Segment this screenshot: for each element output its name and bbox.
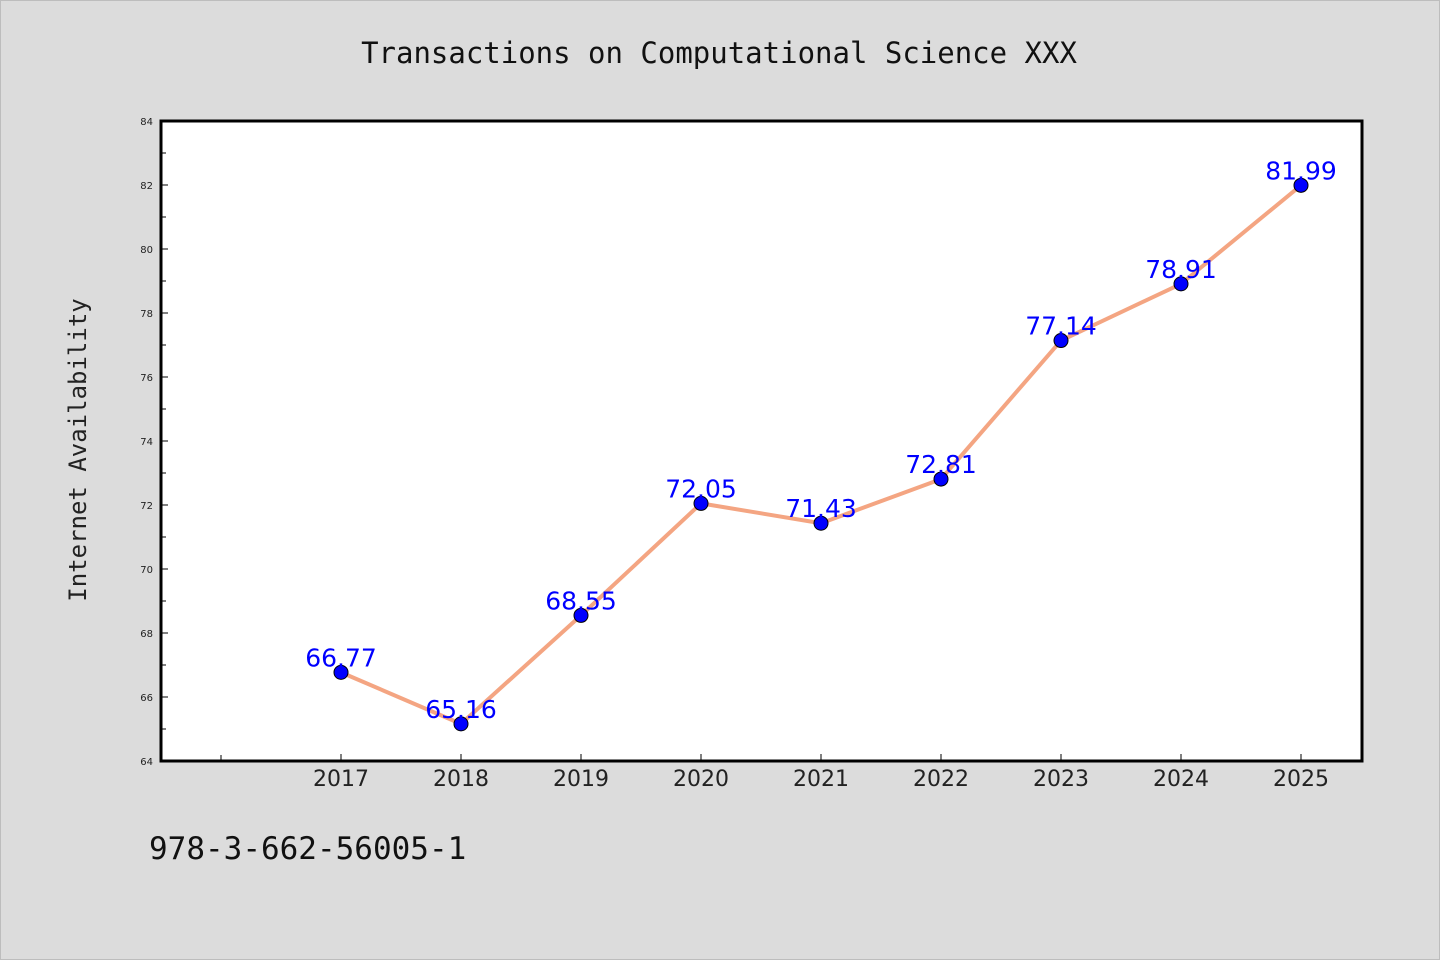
data-label: 81.99 bbox=[1265, 156, 1337, 185]
data-point bbox=[573, 607, 589, 623]
x-tick-label: 2020 bbox=[673, 767, 729, 792]
y-tick-label: 84 bbox=[140, 117, 153, 128]
x-tick-label: 2024 bbox=[1153, 767, 1209, 792]
data-labels: 66.77 65.16 68.55 72.05 71.43 72.81 77.14 78.91… bbox=[305, 156, 1337, 724]
x-tick-label: 2019 bbox=[553, 767, 609, 792]
data-point bbox=[453, 716, 469, 732]
x-tick-label: 2018 bbox=[433, 767, 489, 792]
data-label: 78.91 bbox=[1145, 255, 1217, 284]
data-label: 65.16 bbox=[425, 695, 497, 724]
x-tick-label: 2025 bbox=[1273, 767, 1329, 792]
y-tick-label: 70 bbox=[140, 565, 153, 576]
data-point bbox=[1053, 333, 1069, 349]
x-tick-label: 2017 bbox=[313, 767, 369, 792]
data-point bbox=[813, 515, 829, 531]
y-tick-label: 80 bbox=[140, 245, 153, 256]
y-tick-label: 74 bbox=[140, 437, 153, 448]
data-label: 71.43 bbox=[785, 494, 857, 523]
y-tick-label: 76 bbox=[140, 373, 153, 384]
y-tick-label: 66 bbox=[140, 693, 153, 704]
y-tick-label: 72 bbox=[140, 501, 153, 512]
data-label: 77.14 bbox=[1025, 312, 1097, 341]
plot-area bbox=[159, 119, 1364, 763]
x-tick-label: 2023 bbox=[1033, 767, 1089, 792]
x-axis-ticks: 2017 2018 2019 2020 2021 2022 2023 2024 2025 bbox=[220, 754, 1329, 792]
y-tick-label: 78 bbox=[140, 309, 153, 320]
chart-title: Transactions on Computational Science XX… bbox=[361, 36, 1077, 70]
data-point bbox=[333, 664, 349, 680]
y-axis-label: Internet Availability bbox=[64, 298, 92, 601]
data-label: 72.81 bbox=[905, 450, 977, 479]
data-point bbox=[693, 495, 709, 511]
x-tick-label: 2022 bbox=[913, 767, 969, 792]
data-label: 72.05 bbox=[665, 474, 737, 503]
data-label: 66.77 bbox=[305, 643, 377, 672]
y-axis-ticks: 64 66 68 70 72 74 76 78 80 82 84 bbox=[140, 117, 168, 768]
data-label: 68.55 bbox=[545, 586, 617, 615]
isbn-text: 978-3-662-56005-1 bbox=[149, 831, 467, 867]
data-point bbox=[933, 471, 949, 487]
data-point bbox=[1173, 276, 1189, 292]
y-tick-label: 64 bbox=[140, 757, 153, 768]
data-point bbox=[1293, 177, 1309, 193]
y-tick-label: 68 bbox=[140, 629, 153, 640]
data-points bbox=[333, 177, 1309, 732]
x-tick-label: 2021 bbox=[793, 767, 849, 792]
y-tick-label: 82 bbox=[140, 181, 153, 192]
